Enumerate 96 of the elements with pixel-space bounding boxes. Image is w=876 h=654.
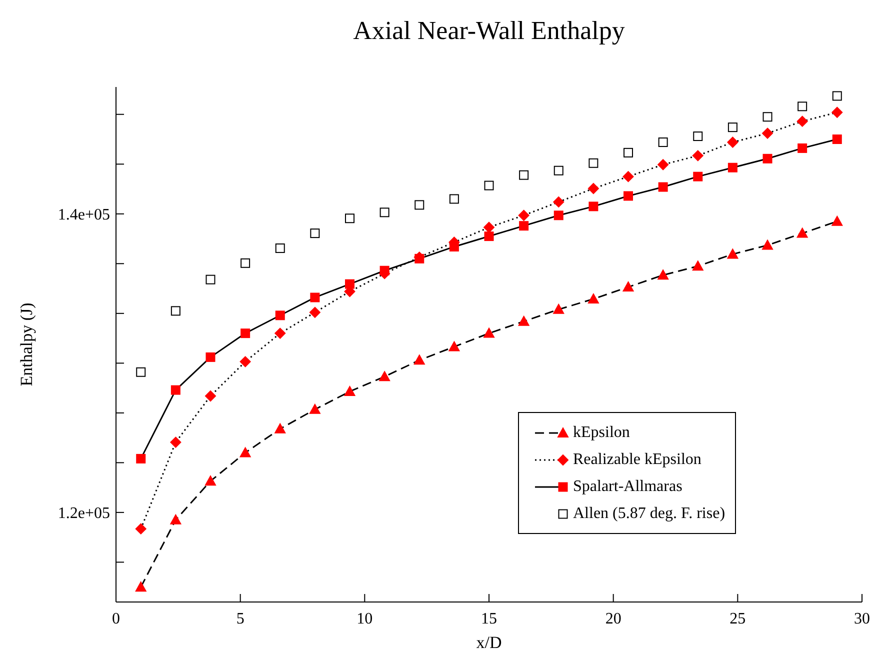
point: [170, 514, 182, 524]
point: [274, 423, 286, 434]
point: [554, 210, 564, 220]
point: [692, 150, 704, 162]
point: [588, 183, 599, 194]
point: [136, 367, 146, 377]
chart-title: Axial Near-Wall Enthalpy: [352, 16, 626, 46]
point: [588, 293, 599, 304]
point: [240, 447, 251, 458]
point: [204, 390, 216, 402]
point: [449, 194, 459, 204]
point: [588, 202, 598, 212]
point: [170, 306, 180, 316]
point: [692, 260, 704, 271]
point: [832, 106, 843, 118]
x-tick-label: 0: [112, 610, 120, 628]
point: [553, 304, 564, 314]
point: [170, 385, 180, 395]
point: [693, 172, 703, 182]
point: [519, 221, 529, 231]
point: [693, 132, 703, 142]
point: [274, 328, 286, 339]
point: [379, 371, 390, 382]
legend-label: Spalart-Allmaras: [573, 478, 682, 496]
point: [622, 171, 634, 182]
point: [658, 159, 669, 170]
point: [762, 240, 774, 250]
point: [135, 582, 146, 592]
point: [832, 216, 843, 226]
point: [762, 128, 774, 139]
point: [518, 316, 530, 326]
y-tick-label: 1.2e+05: [58, 505, 110, 522]
point: [484, 222, 494, 233]
point: [135, 523, 146, 534]
point: [204, 476, 216, 486]
point: [344, 279, 354, 289]
y-tick-label: 1.4e+05: [58, 206, 110, 224]
point: [727, 136, 738, 148]
point: [484, 328, 494, 338]
point: [449, 242, 459, 252]
x-tick-label: 15: [481, 610, 497, 628]
y-axis-title: Enthalpy (J): [17, 302, 36, 386]
point: [240, 328, 250, 338]
point: [624, 191, 634, 201]
point: [519, 170, 529, 180]
point: [240, 258, 250, 268]
point: [727, 248, 738, 259]
x-tick-label: 30: [854, 610, 870, 628]
point: [206, 274, 216, 284]
point: [798, 143, 808, 153]
point: [414, 354, 425, 365]
point: [344, 214, 354, 224]
point: [380, 266, 390, 276]
point: [762, 112, 772, 122]
point: [728, 162, 738, 172]
point: [275, 310, 285, 320]
legend-label: Allen (5.87 deg. F. rise): [573, 504, 726, 522]
point: [136, 454, 146, 464]
point: [658, 137, 668, 147]
x-axis-title: x/D: [476, 633, 502, 652]
point: [414, 200, 424, 210]
point: [832, 134, 842, 144]
point: [658, 270, 669, 280]
legend-label: Realizable kEpsilon: [573, 450, 702, 468]
point: [796, 228, 808, 238]
point: [832, 91, 842, 101]
point: [484, 232, 494, 242]
point: [309, 404, 320, 414]
point: [310, 228, 320, 238]
point: [448, 341, 460, 352]
point: [344, 386, 356, 396]
point: [240, 356, 251, 368]
x-tick-label: 5: [236, 610, 244, 628]
point: [380, 208, 390, 218]
point: [309, 306, 320, 318]
point: [553, 196, 564, 208]
point: [622, 282, 634, 292]
point: [206, 352, 216, 362]
x-tick-label: 20: [605, 610, 622, 628]
point: [728, 122, 738, 132]
point: [796, 116, 808, 127]
point: [658, 182, 668, 192]
x-tick-label: 10: [356, 610, 373, 628]
x-tick-label: 25: [730, 610, 746, 628]
point: [624, 148, 634, 158]
point: [518, 210, 530, 221]
point: [275, 243, 285, 253]
point: [762, 154, 772, 164]
point: [588, 158, 598, 168]
legend-label: kEpsilon: [573, 424, 630, 442]
point: [484, 180, 494, 190]
point: [414, 254, 424, 264]
point: [170, 436, 182, 448]
point: [310, 292, 320, 302]
point: [798, 102, 808, 112]
point: [554, 166, 564, 176]
